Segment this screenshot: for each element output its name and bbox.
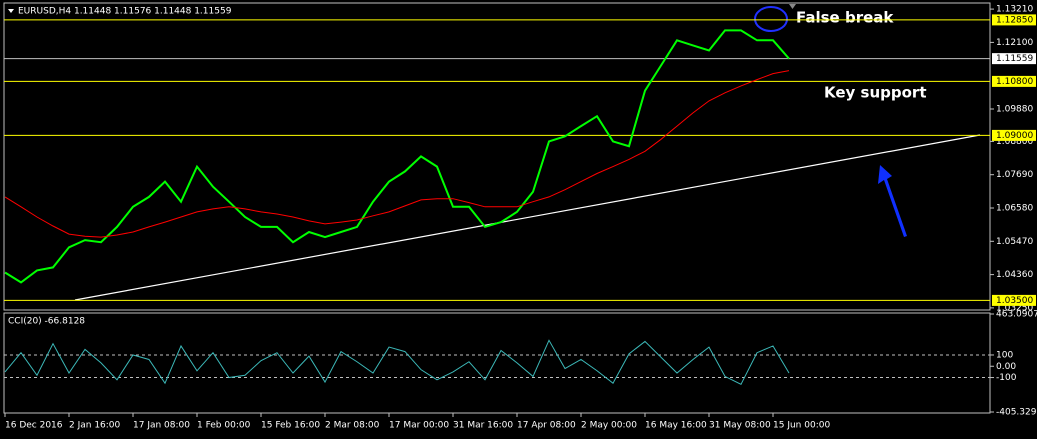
menu-triangle <box>8 9 14 13</box>
x-tick-label: 2 Mar 08:00 <box>325 421 380 431</box>
arrow <box>878 165 907 237</box>
x-tick-label: 17 Mar 00:00 <box>389 421 449 431</box>
x-tick-label: 31 Mar 16:00 <box>453 421 513 431</box>
x-tick-label: 15 Jun 00:00 <box>773 421 830 431</box>
circle-mark <box>754 6 788 32</box>
y-tick-label: 1.04360 <box>996 270 1033 280</box>
level-label-box <box>992 75 1036 87</box>
y-tick-label: 1.06580 <box>996 204 1033 214</box>
series-line <box>4 339 790 385</box>
y-tick-label: 1.12100 <box>996 38 1033 48</box>
x-tick-label: 2 May 00:00 <box>581 421 637 431</box>
series-line <box>4 29 790 284</box>
y-tick-label: 100 <box>996 350 1013 360</box>
level-label: 1.11559 <box>996 54 1033 64</box>
series-line <box>4 70 790 238</box>
chart-title: EURUSD,H4 1.11448 1.11576 1.11448 1.1155… <box>18 7 232 17</box>
x-tick-label: 16 May 16:00 <box>645 421 707 431</box>
level-label: 1.12850 <box>996 15 1033 25</box>
level-label-box <box>992 129 1036 141</box>
y-tick-label: -100 <box>996 373 1017 383</box>
trendline <box>74 134 981 301</box>
y-tick-label: -405.3295 <box>996 408 1037 418</box>
x-tick-label: 16 Dec 2016 <box>5 421 63 431</box>
x-tick-label: 2 Jan 16:00 <box>69 421 121 431</box>
x-tick-label: 1 Feb 00:00 <box>197 421 251 431</box>
shift-marker <box>789 4 796 9</box>
level-label-box <box>992 14 1036 26</box>
level-label-box <box>992 53 1036 65</box>
x-tick-label: 17 Jan 08:00 <box>133 421 190 431</box>
x-tick-label: 15 Feb 16:00 <box>261 421 320 431</box>
annotation: Key support <box>824 84 927 102</box>
main-frame <box>3 2 991 311</box>
y-tick-label: 463.0907 <box>996 310 1037 320</box>
x-tick-label: 17 Apr 08:00 <box>517 421 576 431</box>
cci-frame <box>3 312 991 414</box>
level-label: 1.09000 <box>996 131 1033 141</box>
y-tick-label: 1.07690 <box>996 170 1033 180</box>
level-label: 1.10800 <box>996 77 1033 87</box>
y-tick-label: 1.05470 <box>996 237 1033 247</box>
y-tick-label: 1.09880 <box>996 105 1033 115</box>
cci-title: CCI(20) -66.8128 <box>8 317 85 327</box>
x-tick-label: 31 May 08:00 <box>709 421 771 431</box>
y-tick-label: 1.08800 <box>996 137 1033 147</box>
level-label-box <box>992 294 1036 306</box>
y-tick-label: 1.03250 <box>996 303 1033 313</box>
annotation: False break <box>796 9 894 27</box>
level-label: 1.03500 <box>996 296 1033 306</box>
y-tick-label: 1.13210 <box>996 5 1033 15</box>
y-tick-label: 0.00 <box>996 362 1016 372</box>
